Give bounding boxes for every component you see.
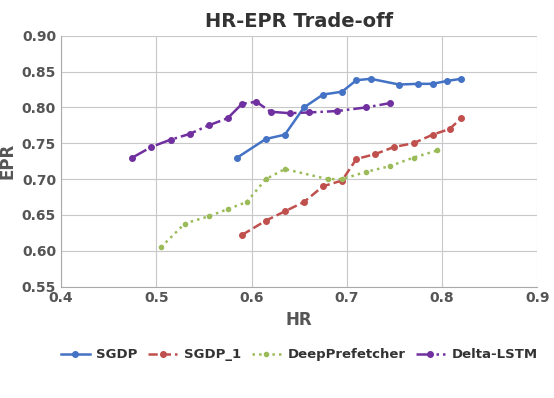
DeepPrefetcher <box>386 164 393 169</box>
DeepPrefetcher <box>434 148 440 153</box>
SGDP_1 <box>239 232 245 237</box>
SGDP_1 <box>353 157 360 162</box>
SGDP <box>281 132 288 137</box>
DeepPrefetcher <box>224 207 231 212</box>
DeepPrefetcher <box>158 245 165 250</box>
SGDP <box>367 76 374 81</box>
Delta-LSTM <box>224 116 231 121</box>
Delta-LSTM <box>253 100 260 104</box>
SGDP_1 <box>458 116 464 121</box>
SGDP_1 <box>281 209 288 214</box>
Title: HR-EPR Trade-off: HR-EPR Trade-off <box>205 12 393 31</box>
SGDP_1 <box>372 152 379 156</box>
SGDP <box>263 137 269 141</box>
Line: Delta-LSTM: Delta-LSTM <box>130 99 392 160</box>
SGDP <box>234 155 240 160</box>
DeepPrefetcher <box>410 155 417 160</box>
Delta-LSTM <box>148 144 155 149</box>
Legend: SGDP, SGDP_1, DeepPrefetcher, Delta-LSTM: SGDP, SGDP_1, DeepPrefetcher, Delta-LSTM <box>61 348 537 361</box>
SGDP <box>338 89 345 94</box>
DeepPrefetcher <box>362 170 369 174</box>
SGDP <box>396 82 403 87</box>
SGDP_1 <box>301 200 307 205</box>
SGDP_1 <box>391 144 398 149</box>
SGDP <box>429 82 436 86</box>
X-axis label: HR: HR <box>286 311 312 329</box>
SGDP <box>320 92 326 97</box>
Line: SGDP_1: SGDP_1 <box>239 115 464 238</box>
SGDP <box>353 78 360 83</box>
Delta-LSTM <box>239 101 245 106</box>
Y-axis label: EPR: EPR <box>0 143 16 179</box>
SGDP <box>444 78 450 83</box>
Delta-LSTM <box>386 101 393 105</box>
Delta-LSTM <box>186 132 193 137</box>
Delta-LSTM <box>267 109 274 114</box>
SGDP <box>415 82 422 86</box>
DeepPrefetcher <box>206 214 212 219</box>
Line: DeepPrefetcher: DeepPrefetcher <box>159 148 439 249</box>
Line: SGDP: SGDP <box>234 76 464 160</box>
Delta-LSTM <box>362 105 369 110</box>
DeepPrefetcher <box>281 167 288 172</box>
Delta-LSTM <box>286 111 293 115</box>
SGDP_1 <box>320 184 326 189</box>
SGDP_1 <box>410 141 417 146</box>
SGDP_1 <box>447 127 453 131</box>
SGDP <box>458 76 464 81</box>
DeepPrefetcher <box>338 177 345 181</box>
Delta-LSTM <box>129 155 136 160</box>
Delta-LSTM <box>305 110 312 115</box>
DeepPrefetcher <box>263 177 269 181</box>
SGDP_1 <box>338 178 345 183</box>
DeepPrefetcher <box>325 177 331 181</box>
SGDP_1 <box>429 132 436 137</box>
DeepPrefetcher <box>182 221 188 226</box>
SGDP <box>301 105 307 110</box>
Delta-LSTM <box>334 109 341 113</box>
Delta-LSTM <box>167 137 174 142</box>
SGDP_1 <box>263 218 269 223</box>
Delta-LSTM <box>206 123 212 128</box>
DeepPrefetcher <box>243 200 250 205</box>
